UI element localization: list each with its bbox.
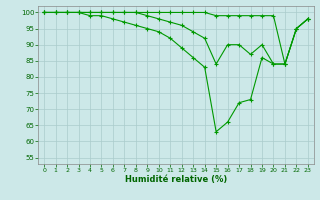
X-axis label: Humidité relative (%): Humidité relative (%) — [125, 175, 227, 184]
